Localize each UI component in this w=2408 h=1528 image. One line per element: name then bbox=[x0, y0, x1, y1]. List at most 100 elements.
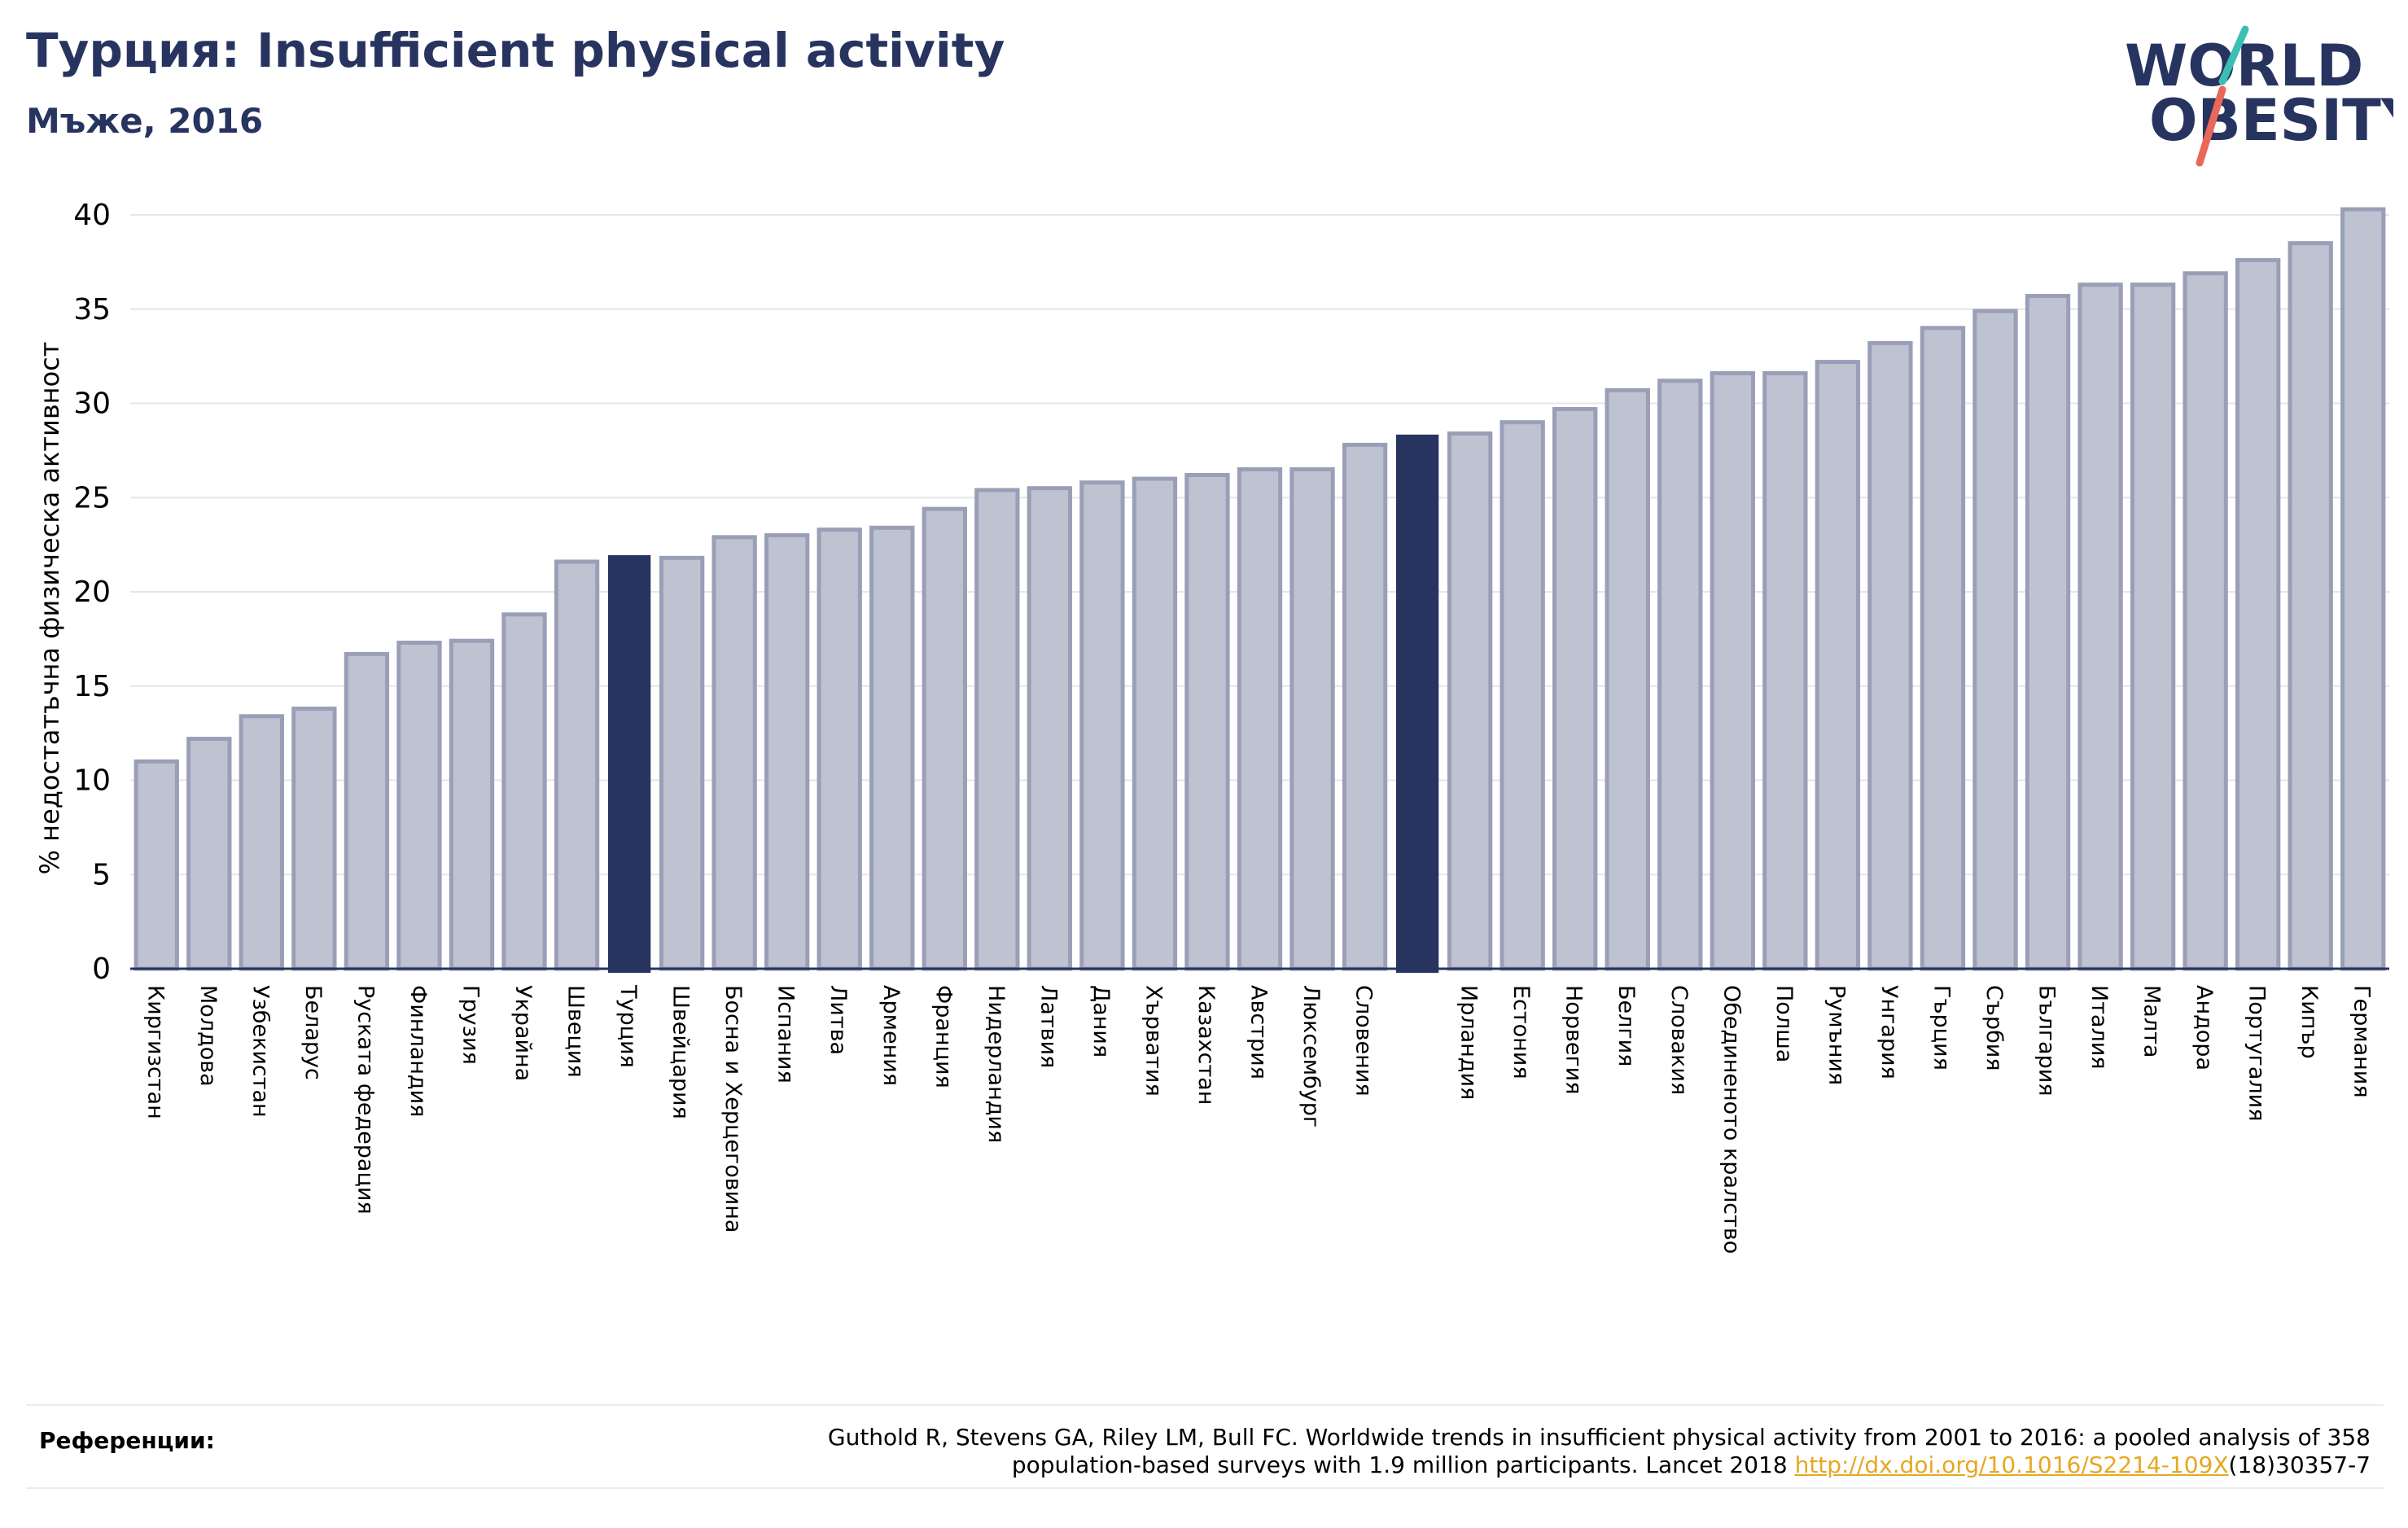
y-tick-label: 0 bbox=[92, 952, 111, 986]
bars bbox=[134, 207, 2386, 973]
bar bbox=[344, 651, 390, 971]
bar bbox=[869, 525, 915, 971]
bar bbox=[974, 488, 1020, 971]
bar bbox=[1605, 387, 1650, 971]
x-tick-label: Ирландия bbox=[1456, 985, 1482, 1100]
bar bbox=[501, 612, 547, 971]
x-tick-label: Андора bbox=[2191, 985, 2217, 1070]
x-tick-label: Румъния bbox=[1824, 985, 1849, 1085]
x-tick-label: Турция bbox=[615, 984, 641, 1068]
bar bbox=[2077, 282, 2123, 971]
x-tick-label: Украйна bbox=[510, 985, 536, 1081]
references-label: Референции: bbox=[39, 1427, 215, 1454]
x-tick-label: Латвия bbox=[1035, 985, 1061, 1068]
logo-slash-red-icon bbox=[2196, 85, 2226, 167]
x-tick-label: Узбекистан bbox=[247, 985, 273, 1118]
x-tick-label: Гърция bbox=[1929, 985, 1954, 1070]
bar bbox=[1710, 370, 1755, 971]
bar bbox=[239, 714, 285, 971]
bar bbox=[2288, 241, 2333, 971]
x-tick-label: Белгия bbox=[1613, 985, 1639, 1066]
doi-link[interactable]: http://dx.doi.org/10.1016/S2214-109X bbox=[1794, 1451, 2229, 1478]
bar bbox=[449, 638, 495, 971]
bar bbox=[1867, 340, 1913, 971]
chart-subtitle: Мъже, 2016 bbox=[26, 101, 264, 141]
bar bbox=[1079, 480, 1125, 971]
bar-chart: 0 5 10 15 20 25 30 35 40 Киргизстан Молдова Узбеки… bbox=[34, 199, 2389, 1254]
y-tick-label: 10 bbox=[73, 764, 111, 798]
references-line-2-suffix: (18)30357-7 bbox=[2228, 1451, 2371, 1478]
bar bbox=[2340, 207, 2386, 971]
x-tick-label: Словакия bbox=[1666, 985, 1692, 1095]
x-tick-label: Армения bbox=[878, 985, 904, 1086]
x-tick-label: Германия bbox=[2349, 985, 2375, 1098]
bar-highlight bbox=[607, 555, 651, 973]
bar bbox=[2025, 294, 2071, 971]
bar bbox=[817, 528, 862, 971]
x-tick-label: Испания bbox=[773, 985, 799, 1084]
bar bbox=[1342, 442, 1388, 971]
bar bbox=[1657, 379, 1703, 971]
bar bbox=[134, 759, 179, 971]
bar bbox=[1920, 326, 1966, 971]
x-tick-label: Руската федерация bbox=[352, 985, 378, 1215]
x-tick-label: Норвегия bbox=[1561, 985, 1587, 1094]
y-tick-label: 5 bbox=[92, 858, 111, 891]
references-box: Референции: Guthold R, Stevens GA, Riley… bbox=[26, 1404, 2384, 1489]
chart-title: Турция: Insufficient physical activity bbox=[26, 23, 1005, 78]
bar bbox=[554, 559, 600, 971]
bar bbox=[186, 737, 232, 971]
bar bbox=[1500, 420, 1545, 971]
y-tick-label: 25 bbox=[73, 481, 111, 514]
logo-slash-teal-icon bbox=[2218, 25, 2249, 85]
bar bbox=[1027, 486, 1073, 971]
x-tick-label: България bbox=[2034, 985, 2060, 1097]
x-tick-label: Литва bbox=[825, 985, 851, 1055]
bar bbox=[2183, 271, 2228, 971]
bar bbox=[764, 533, 810, 971]
x-tick-label: Швейцария bbox=[668, 985, 694, 1119]
x-axis-labels: Киргизстан Молдова Узбекистан Беларус Рускат… bbox=[142, 984, 2374, 1254]
bar bbox=[1762, 370, 1808, 971]
x-tick-label: Нидерландия bbox=[983, 985, 1009, 1143]
bar bbox=[1447, 431, 1493, 971]
x-tick-label: Дания bbox=[1088, 985, 1114, 1057]
x-tick-label: Финландия bbox=[405, 985, 431, 1117]
x-tick-label: Австрия bbox=[1246, 985, 1272, 1079]
x-tick-label: Казахстан bbox=[1193, 985, 1219, 1105]
x-tick-label: Беларус bbox=[300, 985, 326, 1080]
x-tick-label: Швеция bbox=[563, 985, 589, 1078]
references-text: Guthold R, Stevens GA, Riley LM, Bull FC… bbox=[828, 1424, 2371, 1479]
references-line-2: population-based surveys with 1.9 millio… bbox=[828, 1451, 2371, 1479]
y-tick-label: 20 bbox=[73, 576, 111, 609]
x-tick-label: Молдова bbox=[195, 985, 221, 1087]
bar bbox=[2130, 282, 2176, 971]
y-axis-ticks: 0 5 10 15 20 25 30 35 40 bbox=[73, 199, 111, 986]
x-tick-label: Франция bbox=[930, 985, 956, 1088]
x-tick-label: Португалия bbox=[2244, 985, 2270, 1121]
world-obesity-logo: WORLD OBESITY bbox=[2125, 25, 2393, 167]
x-tick-label: Обединеното кралство bbox=[1718, 985, 1744, 1254]
bar bbox=[1289, 467, 1335, 971]
x-tick-label: Сърбия bbox=[1981, 985, 2007, 1071]
bar bbox=[711, 535, 757, 971]
references-line-2-prefix: population-based surveys with 1.9 millio… bbox=[1011, 1451, 1795, 1478]
logo-text-obesity: OBESITY bbox=[2149, 87, 2393, 154]
bar bbox=[1184, 472, 1230, 971]
y-tick-label: 35 bbox=[73, 293, 111, 326]
bar bbox=[291, 707, 337, 971]
references-line-1: Guthold R, Stevens GA, Riley LM, Bull FC… bbox=[827, 1424, 2371, 1451]
x-tick-label: Полша bbox=[1771, 985, 1797, 1062]
x-tick-label: Естония bbox=[1508, 985, 1534, 1079]
bar bbox=[1815, 360, 1861, 971]
x-tick-label: Словения bbox=[1351, 985, 1377, 1097]
x-tick-label: Кипър bbox=[2296, 985, 2322, 1059]
bar bbox=[396, 641, 442, 971]
x-tick-label: Босна и Херцеговина bbox=[720, 985, 746, 1232]
x-tick-label: Малта bbox=[2139, 985, 2165, 1057]
x-tick-label: Люксембург bbox=[1298, 985, 1324, 1127]
y-tick-label: 40 bbox=[73, 199, 111, 232]
bar bbox=[1972, 309, 2018, 971]
bar bbox=[1552, 406, 1598, 971]
x-tick-label: Грузия bbox=[458, 985, 483, 1065]
